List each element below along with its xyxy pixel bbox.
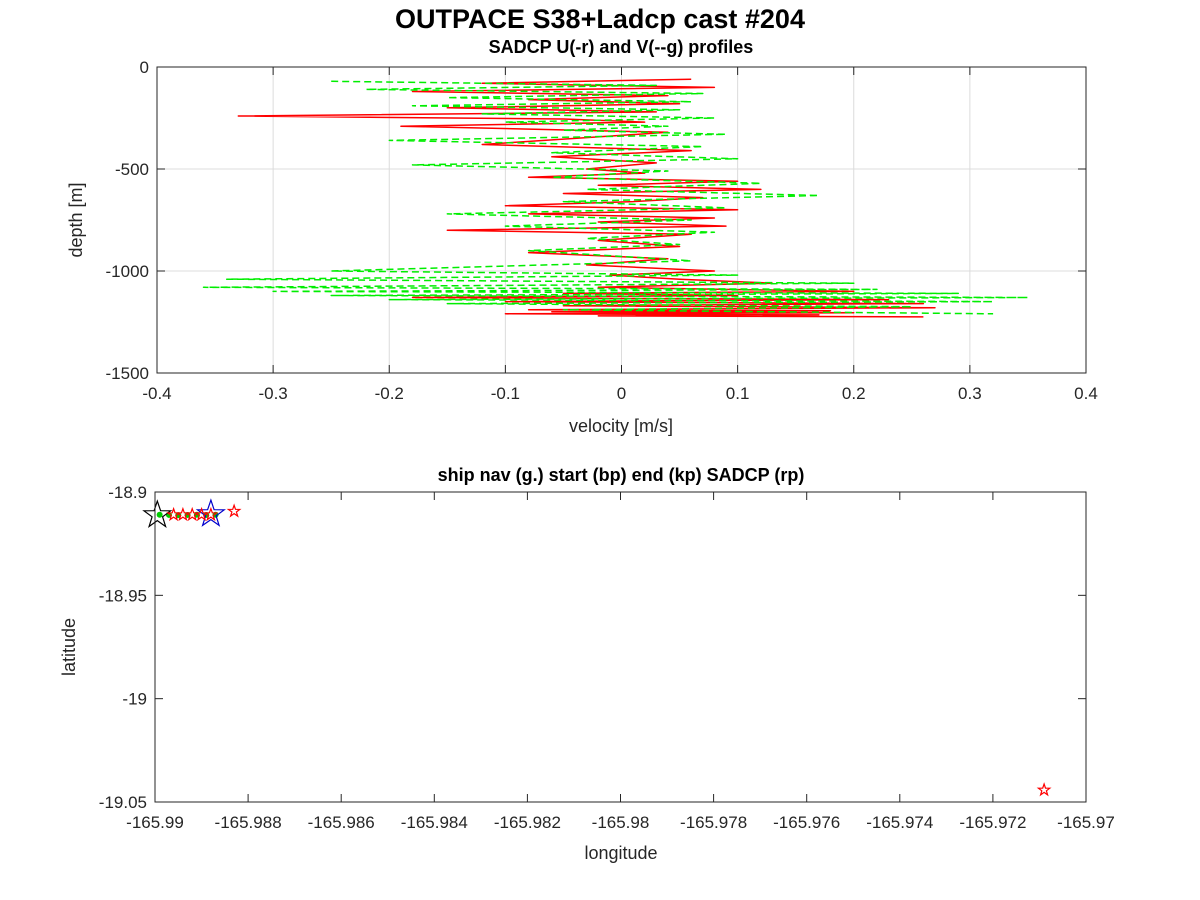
sadcp-position-star (203, 506, 219, 522)
p2-x-tick-label: -165.974 (866, 813, 933, 832)
p2-x-tick-label: -165.984 (401, 813, 468, 832)
p1-x-tick-label: 0.3 (958, 384, 982, 403)
p1-x-tick-label: -0.3 (258, 384, 287, 403)
p1-x-tick-label: 0.2 (842, 384, 866, 403)
sadcp-position-star (1036, 782, 1052, 797)
p2-y-tick-label: -18.95 (99, 586, 147, 605)
start-position-star (195, 498, 226, 527)
p2-y-tick-label: -19 (122, 690, 147, 709)
nav-plot-series-group (142, 498, 1052, 797)
p2-x-tick-label: -165.986 (308, 813, 375, 832)
ship-nav-point (156, 511, 163, 518)
nav-plot-axes-box (154, 491, 1087, 803)
nav-plot: ship nav (g.) start (bp) end (kp) SADCP … (59, 465, 1115, 863)
profile-plot-y-axis-label: depth [m] (66, 182, 86, 257)
profile-plot-title: SADCP U(-r) and V(--g) profiles (489, 37, 754, 57)
p2-y-tick-label: -19.05 (99, 793, 147, 812)
p1-y-tick-label: -1500 (106, 364, 149, 383)
p1-x-tick-label: -0.2 (375, 384, 404, 403)
p2-y-tick-label: -18.9 (108, 483, 147, 502)
profile-plot: SADCP U(-r) and V(--g) profiles -0.4 -0.3… (66, 37, 1098, 436)
p1-x-tick-label: 0.1 (726, 384, 750, 403)
sadcp-position-star (184, 506, 200, 522)
p2-x-tick-label: -165.97 (1057, 813, 1115, 832)
nav-plot-ticks: -165.99 -165.988 -165.986 -165.984 -165.982 -… (99, 483, 1115, 832)
profile-plot-ticks: -0.4 -0.3 -0.2 -0.1 0 0.1 0.2 0.3 0.4 -1500 -1000 -… (106, 58, 1098, 403)
p2-x-tick-label: -165.972 (959, 813, 1026, 832)
p2-x-tick-label: -165.98 (592, 813, 650, 832)
p2-x-tick-label: -165.976 (773, 813, 840, 832)
p1-x-tick-label: -0.4 (142, 384, 171, 403)
p2-x-tick-label: -165.982 (494, 813, 561, 832)
nav-plot-title: ship nav (g.) start (bp) end (kp) SADCP … (438, 465, 805, 485)
p2-x-tick-label: -165.978 (680, 813, 747, 832)
p1-y-tick-label: 0 (140, 58, 149, 77)
p1-x-tick-label: -0.1 (491, 384, 520, 403)
profile-plot-series-group (202, 78, 1029, 318)
p2-x-tick-label: -165.99 (126, 813, 184, 832)
figure-title: OUTPACE S38+Ladcp cast #204 (395, 4, 805, 34)
v-velocity-profile-line (202, 80, 1029, 315)
nav-plot-y-axis-label: latitude (59, 618, 79, 676)
p1-x-tick-label: 0 (617, 384, 626, 403)
p1-x-tick-label: 0.4 (1074, 384, 1098, 403)
p1-y-tick-label: -1000 (106, 262, 149, 281)
nav-plot-x-axis-label: longitude (584, 843, 657, 863)
sadcp-position-star (226, 503, 242, 518)
p2-x-tick-label: -165.988 (215, 813, 282, 832)
end-position-star (142, 499, 173, 529)
profile-plot-x-axis-label: velocity [m/s] (569, 416, 673, 436)
p1-y-tick-label: -500 (115, 160, 149, 179)
u-velocity-profile-line (237, 78, 936, 318)
